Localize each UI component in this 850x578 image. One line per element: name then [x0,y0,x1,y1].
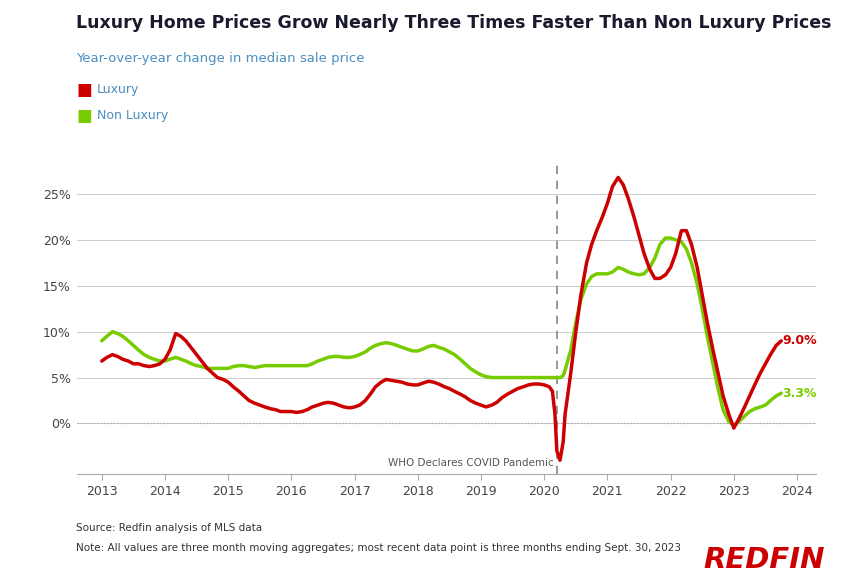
Text: Luxury: Luxury [97,83,139,96]
Text: Source: Redfin analysis of MLS data: Source: Redfin analysis of MLS data [76,523,263,533]
Text: Non Luxury: Non Luxury [97,109,168,122]
Text: Note: All values are three month moving aggregates; most recent data point is th: Note: All values are three month moving … [76,543,682,553]
Text: 9.0%: 9.0% [783,334,817,347]
Text: REDFIN: REDFIN [703,546,824,574]
Text: Year-over-year change in median sale price: Year-over-year change in median sale pri… [76,52,365,65]
Text: 3.3%: 3.3% [783,387,817,399]
Text: Luxury Home Prices Grow Nearly Three Times Faster Than Non Luxury Prices: Luxury Home Prices Grow Nearly Three Tim… [76,14,832,32]
Text: WHO Declares COVID Pandemic: WHO Declares COVID Pandemic [388,458,553,468]
Text: ■: ■ [76,106,93,125]
Text: ■: ■ [76,80,93,99]
